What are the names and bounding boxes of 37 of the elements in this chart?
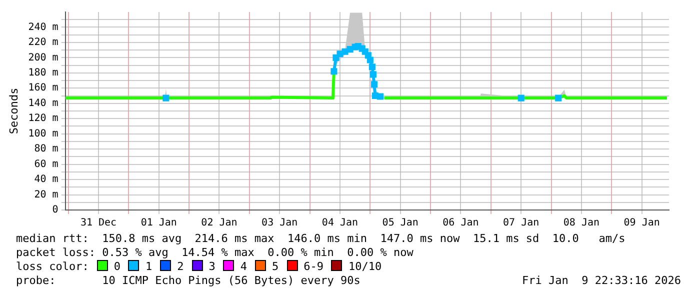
y-tick-label: 80 m [34,144,58,155]
x-tick-label: 02 Jan [201,218,238,229]
text: packet loss: 0.53 % avg 14.54 % max 0.00 % min 0.00 % now [15,246,414,260]
y-tick-label: 0 [52,204,58,216]
x-tick-label: 31 Dec [80,218,117,229]
legend-label: 6-9 [304,260,324,274]
x-tick-label: 06 Jan [442,218,479,229]
x-tick-label: 05 Jan [382,218,418,229]
legend-label: 5 [272,260,279,274]
legend-label: 10/10 [348,260,382,274]
legend-label: 3 [208,260,216,274]
y-tick-label: 200 m [28,52,58,64]
legend-label: 2 [177,260,184,274]
legend-title: loss color: [16,260,89,274]
y-tick-label: 40 m [34,174,58,186]
y-tick-label: 120 m [28,113,58,124]
x-tick-label: 01 Jan [140,218,177,229]
text: probe: 10 ICMP Echo Pings (56 Bytes) every 90s [16,274,360,287]
x-tick-label: 04 Jan [322,218,358,229]
y-tick-label: 140 m [28,98,58,109]
x-tick-label: 07 Jan [503,218,540,229]
y-axis-title: Seconds [7,88,20,134]
legend-label: 1 [145,260,152,274]
y-tick-label: 160 m [28,82,58,94]
y-tick-label: 240 m [28,22,58,33]
y-tick-label: 100 m [28,128,58,140]
y-tick-label: 220 m [28,37,58,48]
y-tick-label: 20 m [34,189,58,200]
x-tick-label: 08 Jan [563,218,600,229]
x-tick-label: 03 Jan [262,218,298,229]
text: Fri Jan 9 22:33:16 2026 [522,274,681,288]
text: median rtt: 150.8 ms avg 214.6 ms max 146.0 ms min 147.0 ms now 15.1 ms sd 10.0 am/s [15,232,626,246]
y-tick-label: 60 m [34,158,58,170]
x-tick-label: 09 Jan [624,218,660,229]
y-tick-label: 180 m [28,68,58,79]
legend-label: 4 [240,260,247,274]
legend-label: 0 [114,260,120,274]
